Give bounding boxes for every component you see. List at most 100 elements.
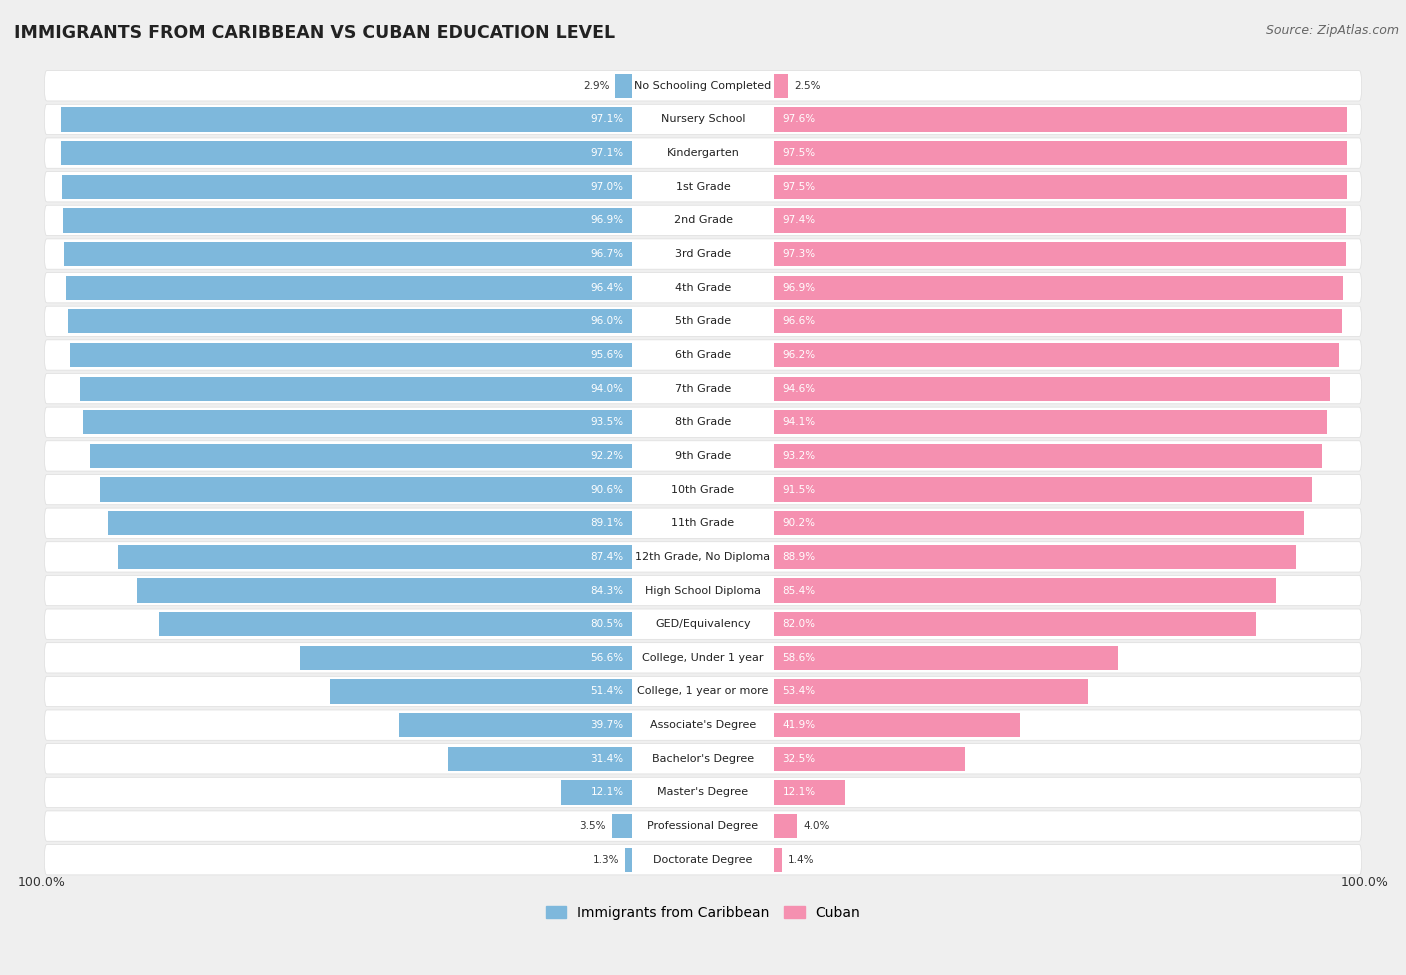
Text: High School Diploma: High School Diploma xyxy=(645,586,761,596)
Text: 41.9%: 41.9% xyxy=(782,721,815,730)
Bar xyxy=(773,478,1312,502)
Text: 93.5%: 93.5% xyxy=(591,417,624,427)
FancyBboxPatch shape xyxy=(45,677,1361,707)
Text: 88.9%: 88.9% xyxy=(782,552,815,562)
Bar xyxy=(773,511,1303,535)
Text: 12.1%: 12.1% xyxy=(782,788,815,798)
Text: 7th Grade: 7th Grade xyxy=(675,383,731,394)
Bar xyxy=(773,242,1346,266)
FancyBboxPatch shape xyxy=(45,306,1361,336)
Text: 2nd Grade: 2nd Grade xyxy=(673,215,733,225)
Text: 90.2%: 90.2% xyxy=(782,519,815,528)
Bar xyxy=(100,478,633,502)
Bar xyxy=(773,814,797,838)
Text: 39.7%: 39.7% xyxy=(591,721,624,730)
Text: College, 1 year or more: College, 1 year or more xyxy=(637,686,769,696)
Bar xyxy=(773,209,1347,232)
Bar xyxy=(330,680,633,704)
Text: 3rd Grade: 3rd Grade xyxy=(675,249,731,259)
Text: 51.4%: 51.4% xyxy=(591,686,624,696)
Text: 90.6%: 90.6% xyxy=(591,485,624,494)
Bar xyxy=(62,107,633,132)
Text: 94.0%: 94.0% xyxy=(591,383,624,394)
Text: 9th Grade: 9th Grade xyxy=(675,451,731,461)
Text: Doctorate Degree: Doctorate Degree xyxy=(654,855,752,865)
Bar xyxy=(136,578,633,603)
Text: 100.0%: 100.0% xyxy=(18,877,66,889)
Text: GED/Equivalency: GED/Equivalency xyxy=(655,619,751,629)
Bar xyxy=(616,74,633,98)
Bar xyxy=(159,612,633,637)
Bar xyxy=(108,511,633,535)
Text: IMMIGRANTS FROM CARIBBEAN VS CUBAN EDUCATION LEVEL: IMMIGRANTS FROM CARIBBEAN VS CUBAN EDUCA… xyxy=(14,24,616,42)
Text: Bachelor's Degree: Bachelor's Degree xyxy=(652,754,754,763)
Bar xyxy=(773,175,1347,199)
Text: 58.6%: 58.6% xyxy=(782,653,815,663)
Text: 12th Grade, No Diploma: 12th Grade, No Diploma xyxy=(636,552,770,562)
Text: 82.0%: 82.0% xyxy=(782,619,815,629)
Bar xyxy=(773,680,1088,704)
FancyBboxPatch shape xyxy=(45,441,1361,471)
Text: 97.4%: 97.4% xyxy=(782,215,815,225)
FancyBboxPatch shape xyxy=(45,340,1361,370)
Text: 2.5%: 2.5% xyxy=(794,81,821,91)
FancyBboxPatch shape xyxy=(45,70,1361,101)
Text: 96.4%: 96.4% xyxy=(591,283,624,292)
Text: 96.7%: 96.7% xyxy=(591,249,624,259)
Text: College, Under 1 year: College, Under 1 year xyxy=(643,653,763,663)
Text: 8th Grade: 8th Grade xyxy=(675,417,731,427)
Bar xyxy=(773,410,1327,435)
Text: Kindergarten: Kindergarten xyxy=(666,148,740,158)
Text: 91.5%: 91.5% xyxy=(782,485,815,494)
Text: Professional Degree: Professional Degree xyxy=(647,821,759,831)
Bar xyxy=(773,780,845,804)
Bar xyxy=(83,410,633,435)
FancyBboxPatch shape xyxy=(45,542,1361,572)
Text: 97.1%: 97.1% xyxy=(591,148,624,158)
Text: 11th Grade: 11th Grade xyxy=(672,519,734,528)
Bar xyxy=(399,713,633,737)
Text: 31.4%: 31.4% xyxy=(591,754,624,763)
Text: 97.5%: 97.5% xyxy=(782,148,815,158)
Text: 94.1%: 94.1% xyxy=(782,417,815,427)
Bar xyxy=(63,242,633,266)
Bar xyxy=(773,612,1256,637)
FancyBboxPatch shape xyxy=(45,575,1361,605)
Text: 100.0%: 100.0% xyxy=(1340,877,1388,889)
Text: 92.2%: 92.2% xyxy=(591,451,624,461)
FancyBboxPatch shape xyxy=(45,373,1361,404)
FancyBboxPatch shape xyxy=(45,172,1361,202)
Bar xyxy=(80,376,633,401)
Bar xyxy=(773,74,789,98)
Text: 96.2%: 96.2% xyxy=(782,350,815,360)
Text: 97.0%: 97.0% xyxy=(591,181,624,192)
Bar xyxy=(773,107,1347,132)
Bar xyxy=(773,343,1340,368)
Text: 96.9%: 96.9% xyxy=(591,215,624,225)
Text: 5th Grade: 5th Grade xyxy=(675,316,731,327)
Text: 32.5%: 32.5% xyxy=(782,754,815,763)
Text: No Schooling Completed: No Schooling Completed xyxy=(634,81,772,91)
Text: 4.0%: 4.0% xyxy=(803,821,830,831)
Text: 97.1%: 97.1% xyxy=(591,114,624,125)
Text: 85.4%: 85.4% xyxy=(782,586,815,596)
Bar xyxy=(447,747,633,771)
Bar xyxy=(299,645,633,670)
Text: 6th Grade: 6th Grade xyxy=(675,350,731,360)
Text: 80.5%: 80.5% xyxy=(591,619,624,629)
Text: 56.6%: 56.6% xyxy=(591,653,624,663)
Text: 1.3%: 1.3% xyxy=(592,855,619,865)
Text: 96.9%: 96.9% xyxy=(782,283,815,292)
Text: 89.1%: 89.1% xyxy=(591,519,624,528)
Text: 12.1%: 12.1% xyxy=(591,788,624,798)
Bar xyxy=(62,175,633,199)
FancyBboxPatch shape xyxy=(45,206,1361,236)
Text: 95.6%: 95.6% xyxy=(591,350,624,360)
Text: Source: ZipAtlas.com: Source: ZipAtlas.com xyxy=(1265,24,1399,37)
Text: 1.4%: 1.4% xyxy=(787,855,814,865)
Legend: Immigrants from Caribbean, Cuban: Immigrants from Caribbean, Cuban xyxy=(540,900,866,925)
Bar xyxy=(773,276,1343,299)
Text: Master's Degree: Master's Degree xyxy=(658,788,748,798)
Bar xyxy=(773,578,1275,603)
FancyBboxPatch shape xyxy=(45,104,1361,135)
